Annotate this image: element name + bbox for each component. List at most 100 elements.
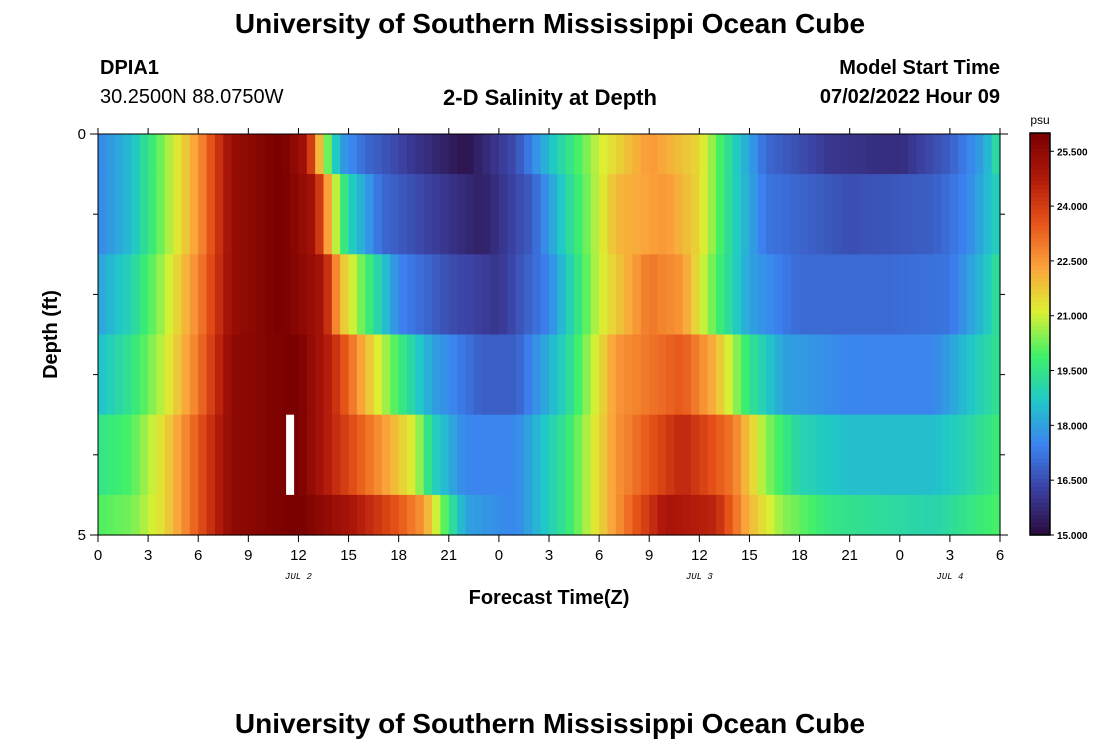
station-id: DPIA1 (100, 57, 159, 79)
heatmap-cell-band-5 (866, 414, 876, 496)
heatmap-cell-band-2 (724, 174, 734, 255)
heatmap-cell-band-5 (749, 414, 759, 496)
heatmap-cell-band-6 (557, 494, 567, 536)
colorbar-segment (1030, 386, 1050, 391)
x-tick-label: 18 (390, 547, 407, 564)
colorbar-segment (1030, 193, 1050, 198)
heatmap-cell-band-1 (381, 134, 391, 175)
heatmap-cell-band-1 (974, 134, 984, 175)
heatmap-cell-band-1 (774, 134, 784, 175)
heatmap-cell-band-1 (799, 134, 809, 175)
heatmap-cell-band-5 (239, 414, 249, 496)
heatmap-cell-band-4 (398, 334, 408, 416)
heatmap-cell-band-5 (98, 414, 107, 496)
heatmap-cell-band-5 (473, 414, 483, 496)
colorbar-segment (1030, 354, 1050, 359)
heatmap-cell-band-4 (565, 334, 575, 416)
heatmap-cell-band-2 (390, 174, 400, 255)
heatmap-cell-band-4 (615, 334, 625, 416)
heatmap-cell-band-4 (223, 334, 233, 416)
heatmap-cell-band-3 (966, 254, 976, 336)
heatmap-cell-band-5 (323, 414, 333, 496)
heatmap-cell-band-2 (273, 174, 283, 255)
heatmap-cell-band-5 (615, 414, 625, 496)
colorbar-segment (1030, 201, 1050, 206)
heatmap-cell-band-3 (465, 254, 475, 336)
heatmap-cell-band-1 (624, 134, 634, 175)
heatmap-cell-band-5 (148, 414, 158, 496)
heatmap-cell-band-2 (340, 174, 350, 255)
heatmap-cell-band-1 (315, 134, 325, 175)
heatmap-cell-band-2 (306, 174, 316, 255)
heatmap-cell-band-6 (816, 494, 826, 536)
heatmap-cell-band-1 (214, 134, 224, 175)
heatmap-cell-band-1 (983, 134, 993, 175)
heatmap-cell-band-6 (123, 494, 133, 536)
heatmap-cell-band-3 (582, 254, 592, 336)
heatmap-cell-band-3 (632, 254, 642, 336)
colorbar-frame (1029, 132, 1051, 536)
heatmap-cell-band-5 (699, 414, 709, 496)
x-tick-label: 9 (244, 547, 252, 564)
heatmap-cell-band-4 (256, 334, 266, 416)
colorbar-segment (1030, 177, 1050, 182)
heatmap-cell-band-1 (766, 134, 776, 175)
heatmap-cell-band-1 (665, 134, 675, 175)
heatmap-cell-band-1 (716, 134, 725, 175)
colorbar-segment (1030, 478, 1050, 484)
heatmap-cell-band-5 (732, 414, 742, 496)
heatmap-cell-band-6 (148, 494, 158, 536)
heatmap-cell-band-3 (599, 254, 609, 336)
heatmap-cell-band-3 (540, 254, 550, 336)
heatmap-cell-band-5 (607, 414, 617, 496)
heatmap-cell-band-6 (807, 494, 817, 536)
colorbar-segment (1030, 366, 1050, 371)
heatmap-cell-band-5 (832, 414, 842, 496)
heatmap-cell-band-1 (966, 134, 976, 175)
heatmap-cell-band-2 (457, 174, 467, 255)
heatmap-cell-band-2 (356, 174, 366, 255)
colorbar-segment (1030, 325, 1050, 331)
heatmap-cell-band-3 (640, 254, 650, 336)
heatmap-cell-band-4 (665, 334, 675, 416)
heatmap-cell-band-2 (315, 174, 325, 255)
heatmap-cell-band-4 (649, 334, 659, 416)
heatmap-cell-band-3 (482, 254, 492, 336)
heatmap-cell-band-6 (908, 494, 918, 536)
heatmap-cell-band-2 (582, 174, 592, 255)
heatmap-cell-band-6 (223, 494, 233, 536)
colorbar-segment (1030, 370, 1050, 375)
heatmap-cell-band-3 (515, 254, 525, 336)
heatmap-cell-band-6 (607, 494, 617, 536)
colorbar-segment (1030, 213, 1050, 219)
heatmap-cell-band-2 (824, 174, 834, 255)
heatmap-cell-band-4 (323, 334, 333, 416)
date-label: JUL 4 (936, 572, 963, 582)
colorbar-segment (1030, 253, 1050, 259)
heatmap-cell-band-6 (991, 494, 1001, 536)
colorbar-segment (1030, 382, 1050, 387)
heatmap-cell-band-6 (373, 494, 383, 536)
heatmap-cell-band-3 (607, 254, 617, 336)
heatmap-cell-band-4 (983, 334, 993, 416)
heatmap-cell-band-3 (799, 254, 809, 336)
heatmap-cell-band-4 (498, 334, 508, 416)
heatmap-cell-band-5 (774, 414, 784, 496)
heatmap-cell-band-5 (665, 414, 675, 496)
date-label: JUL 2 (285, 572, 313, 582)
heatmap-cell-band-2 (649, 174, 659, 255)
heatmap-cell-band-1 (849, 134, 859, 175)
heatmap-cell-band-1 (365, 134, 375, 175)
heatmap-cell-band-1 (582, 134, 592, 175)
heatmap-cell-band-1 (874, 134, 884, 175)
heatmap-cell-band-6 (239, 494, 249, 536)
heatmap-cell-band-6 (248, 494, 258, 536)
colorbar-segment (1030, 281, 1050, 287)
heatmap-cell-band-5 (849, 414, 859, 496)
heatmap-cell-band-1 (340, 134, 350, 175)
heatmap-cell-band-3 (741, 254, 751, 336)
colorbar-segment (1030, 273, 1050, 279)
heatmap-cell-band-6 (323, 494, 333, 536)
heatmap-cell-band-3 (849, 254, 859, 336)
station-coords: 30.2500N 88.0750W (100, 86, 284, 108)
